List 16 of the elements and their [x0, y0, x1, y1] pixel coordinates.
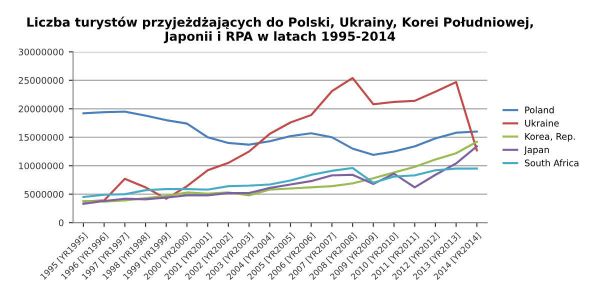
legend-label: Korea, Rep. — [525, 133, 575, 142]
y-tick-label: 30000000 — [18, 48, 64, 56]
legend-label: Ukraine — [525, 120, 559, 127]
line-series — [82, 110, 478, 156]
legend-label: South Africa — [524, 159, 578, 166]
y-tick-label: 5000000 — [24, 190, 64, 198]
chart-title: Liczba turystów przyjeżdżających do Polski, Ukrainy, Korei Południowej, Japonii i RPA w latach 1995-2014 — [27, 16, 533, 44]
legend-label: Poland — [525, 106, 554, 114]
legend-label: Japan — [524, 146, 549, 155]
y-tick-label: 0 — [58, 219, 64, 226]
y-tick-label: 15000000 — [19, 134, 64, 141]
y-tick-label: 25000000 — [18, 77, 64, 84]
y-tick-label: 20000000 — [18, 106, 64, 112]
line-series — [82, 166, 478, 198]
y-tick-label: 10000000 — [19, 162, 64, 170]
line-series — [82, 76, 478, 203]
